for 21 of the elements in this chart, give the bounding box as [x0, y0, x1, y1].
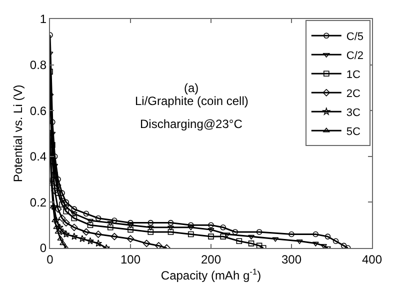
legend-label: 3C: [346, 106, 361, 119]
x-tick-label: 100: [120, 252, 141, 266]
y-tick-label: 0.8: [30, 58, 47, 72]
annotation: (a): [184, 81, 199, 95]
y-tick-label: 0: [40, 241, 47, 256]
annotation: Discharging@23°C: [140, 117, 243, 131]
legend-label: 5C: [346, 126, 361, 138]
legend-label: C/5: [346, 30, 364, 43]
y-tick-label: 0.6: [30, 104, 47, 118]
legend-label: 2C: [346, 88, 361, 100]
x-tick-label: 200: [200, 252, 222, 266]
y-tick-label: 0.4: [30, 150, 47, 164]
y-axis-title: Potential vs. Li (V): [11, 84, 26, 182]
annotation: Li/Graphite (coin cell): [135, 94, 248, 108]
x-tick-label: 400: [362, 252, 382, 266]
legend-label: 1C: [346, 68, 361, 81]
legend-label: C/2: [346, 50, 364, 62]
y-tick-label: 1: [40, 12, 47, 26]
x-axis-title: Capacity (mAh g$^{-1}$): [160, 266, 262, 282]
y-tick-label: 0.2: [30, 195, 47, 210]
x-tick-label: 300: [281, 252, 302, 266]
